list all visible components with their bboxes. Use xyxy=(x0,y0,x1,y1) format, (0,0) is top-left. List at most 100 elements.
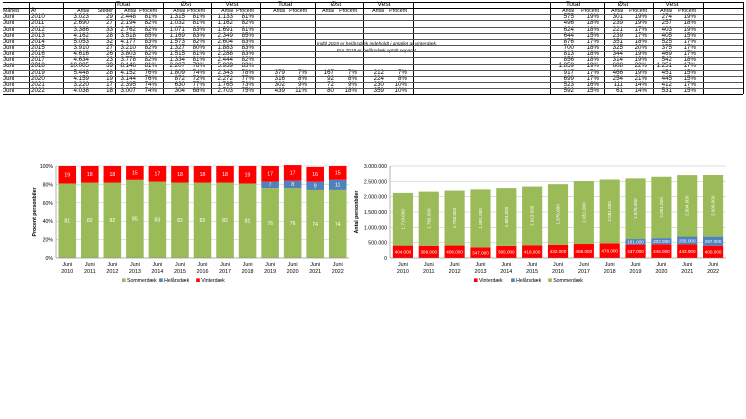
data-label: 76 xyxy=(290,221,296,227)
cell-m: Juni xyxy=(3,80,15,88)
bar-sommerdæk xyxy=(625,178,646,240)
data-sheet: Total Øst Vest Total Øst Vest Total Øst Vest Måne… xyxy=(3,1,744,96)
group-header-right-total: Total xyxy=(565,1,581,8)
cell-a: 5.448 xyxy=(73,68,89,76)
cell-tp: 74% xyxy=(144,86,157,94)
data-label: 15 xyxy=(335,171,341,177)
cell-tp: 81% xyxy=(144,62,157,70)
bar-sommerdæk xyxy=(328,189,347,258)
cell-rwa: 403 xyxy=(661,25,672,33)
bar-sommerdæk xyxy=(522,186,543,246)
cell-rp: 16% xyxy=(586,80,599,88)
cell-ep: 81% xyxy=(192,50,205,58)
cell-rwp: 17% xyxy=(683,80,696,88)
cell-rp: 17% xyxy=(586,68,599,76)
data-label: 17 xyxy=(267,172,273,178)
cell-rwa: 542 xyxy=(661,56,672,64)
cell-rwp: Procent xyxy=(678,7,696,14)
legend-label: Sommerdæk xyxy=(553,278,583,284)
cell-tp: 76% xyxy=(144,68,157,76)
table-row: Juni 2018 10.005 39 8.146 81% 2.207 78% 5.939 83%… xyxy=(3,63,743,69)
cell-ea: 630 xyxy=(174,80,185,88)
cell-mep: 7% xyxy=(348,68,357,76)
table-row: Juni 2022 4.038 18 3.007 74% 304 68% 2.703 75% 439… xyxy=(3,86,743,94)
grid-line xyxy=(3,75,743,77)
grid-line xyxy=(3,88,743,90)
grid-line xyxy=(3,94,743,96)
cell-mp: 11% xyxy=(295,86,307,94)
cell-mep: Procent xyxy=(339,7,357,14)
cell-s: 28 xyxy=(106,68,113,76)
cell-wa: 2.604 xyxy=(217,37,233,45)
cell-ea: 1.071 xyxy=(169,25,185,33)
cell-ra: 575 xyxy=(563,13,574,21)
grid-line xyxy=(3,32,743,34)
cell-ea: 1.169 xyxy=(169,31,185,39)
cell-ea: Antal xyxy=(173,7,185,14)
grid-line xyxy=(3,38,743,40)
bar-helårsdæk xyxy=(651,238,672,245)
cell-rea: 61 xyxy=(616,86,623,94)
legend-swatch xyxy=(122,278,126,282)
bar-sommerdæk xyxy=(418,191,439,246)
bar-vinterdæk xyxy=(547,244,569,258)
cell-rep: 20% xyxy=(634,43,647,51)
cell-rep: 21% xyxy=(634,74,647,82)
y-tick-label: 60% xyxy=(43,201,54,207)
cell-ra: 624 xyxy=(563,25,574,33)
cell-rep: 19% xyxy=(634,19,647,27)
cell-wp: 75% xyxy=(241,86,254,94)
group-header-right-east: Øst xyxy=(617,1,629,8)
group-header-right-west: Vest xyxy=(665,1,679,8)
legend-swatch xyxy=(159,278,163,282)
cell-m: Juni xyxy=(3,62,15,70)
x-tick-label: 2020 xyxy=(287,269,299,275)
cell-s: 27 xyxy=(106,19,113,27)
cell-ra: 496 xyxy=(563,19,574,27)
cell-ta: 8.146 xyxy=(120,62,136,70)
cell-a: 3.220 xyxy=(73,80,89,88)
cell-rep: 19% xyxy=(634,50,647,58)
cell-ea: 1.515 xyxy=(169,50,185,58)
cell-wa: 2.703 xyxy=(217,86,233,94)
cell-rep: 17% xyxy=(634,31,647,39)
cell-rwa: 451 xyxy=(661,68,672,76)
cell-a: 5.053 xyxy=(73,37,89,45)
bar-vinterdæk xyxy=(103,166,122,183)
data-label: 404.000 xyxy=(395,250,412,255)
cell-ea: 1.327 xyxy=(169,43,185,51)
legend-label: Sommerdæk xyxy=(127,278,157,284)
bar-vinterdæk xyxy=(58,166,77,184)
cell-rp: 18% xyxy=(586,56,599,64)
y-tick-label: 0% xyxy=(46,256,54,262)
data-label: 416.000 xyxy=(524,249,541,254)
grid-line xyxy=(63,2,64,95)
grid-line xyxy=(604,2,605,95)
cell-rea: 351 xyxy=(612,37,623,45)
x-tick-label: Juni xyxy=(682,262,692,268)
data-label: 15 xyxy=(132,171,138,177)
bar-sommerdæk xyxy=(392,192,414,246)
table-row: Juni 2014 5.053 32 4.177 83% 1.573 82% 2.604 83% 8… xyxy=(3,37,743,45)
table-row: Juni 2013 4.162 28 3.518 85% 1.169 83% 2.349 85% 6… xyxy=(3,31,743,39)
cell-wp: 83% xyxy=(241,37,254,45)
cell-mp: 8% xyxy=(298,74,307,82)
group-header-left-east: Øst xyxy=(180,1,192,8)
bar-vinterdæk xyxy=(677,244,698,258)
cell-mea: Antal xyxy=(322,7,334,14)
cell-s: 39 xyxy=(106,62,113,70)
grid-line xyxy=(413,2,414,95)
cell-rea: 325 xyxy=(612,43,623,51)
cell-rwp: 15% xyxy=(683,68,696,76)
grid-line xyxy=(29,2,30,95)
grid-line xyxy=(3,14,743,16)
x-tick-label: Juni xyxy=(107,262,117,268)
cell-tp: 76% xyxy=(144,74,157,82)
note-line-1: Indtil 2019 er helårsdæk indeholdt i ant… xyxy=(316,42,438,47)
cell-ta: 3.778 xyxy=(120,56,136,64)
cell-m: Juni xyxy=(3,56,15,64)
data-label: 82 xyxy=(177,218,183,224)
cell-a: 3.910 xyxy=(73,43,89,51)
cell-m: Juni xyxy=(3,50,15,58)
cell-y: 2017 xyxy=(31,56,45,64)
